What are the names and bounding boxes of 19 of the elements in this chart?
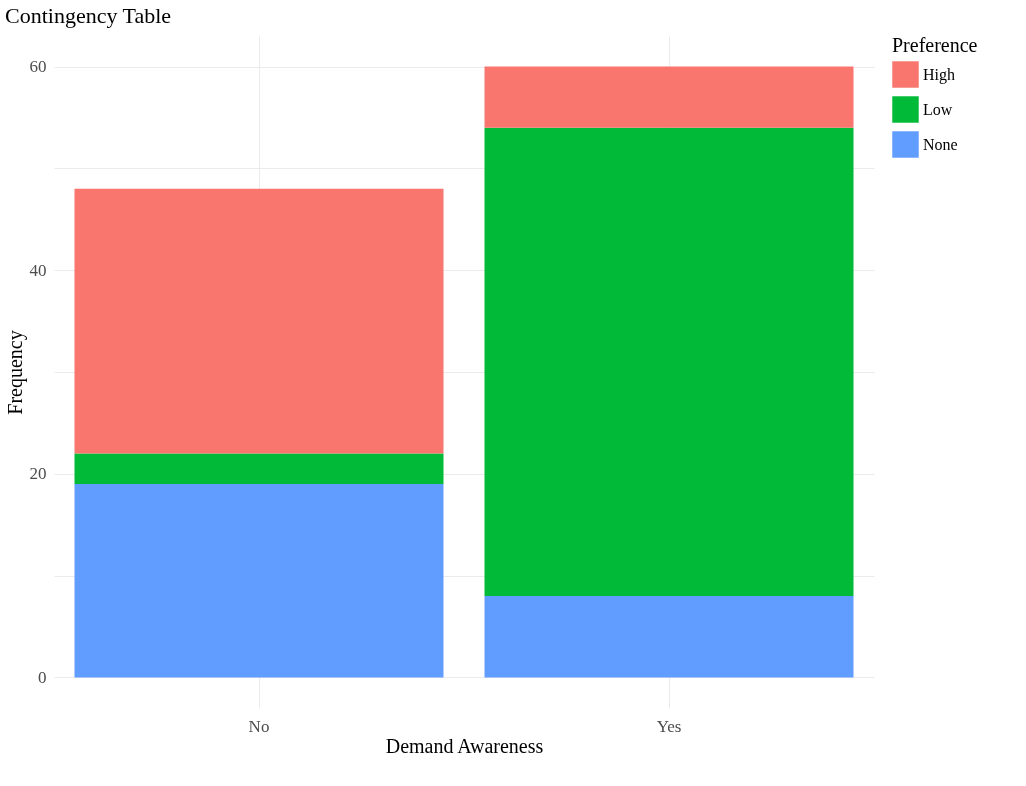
x-axis-title: Demand Awareness bbox=[385, 734, 544, 757]
bar bbox=[74, 484, 444, 678]
legend-label: Low bbox=[923, 100, 953, 118]
legend-title: Preference bbox=[892, 34, 978, 56]
y-tick-label: 20 bbox=[29, 464, 47, 484]
legend-label: None bbox=[923, 135, 958, 153]
bar bbox=[74, 188, 444, 454]
y-tick-label: 60 bbox=[29, 57, 47, 77]
legend-label: High bbox=[923, 65, 955, 84]
y-axis-title: Frequency bbox=[3, 330, 27, 415]
x-tick-label: Yes bbox=[656, 716, 682, 736]
bar bbox=[484, 66, 854, 128]
bar bbox=[484, 127, 854, 596]
x-tick-label: No bbox=[248, 716, 270, 736]
y-tick-label: 40 bbox=[29, 260, 47, 280]
bar bbox=[74, 453, 444, 484]
bar bbox=[484, 596, 854, 678]
chart-title: Contingency Table bbox=[5, 3, 172, 28]
y-tick-label: 0 bbox=[38, 667, 47, 687]
